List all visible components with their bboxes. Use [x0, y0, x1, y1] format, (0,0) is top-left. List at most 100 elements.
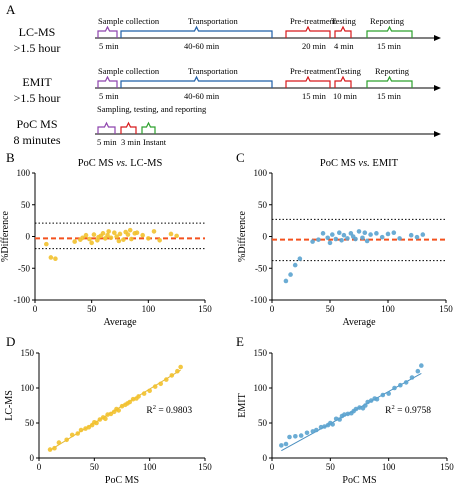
panel-d: D 0 50 100 150 0 50 100 150 PoC MS LC-MS R2 = 0.980…: [4, 334, 212, 486]
data-point: [158, 381, 164, 387]
data-point: [342, 412, 347, 417]
data-point: [127, 227, 133, 233]
step-label: Reporting: [370, 16, 405, 26]
r-squared-symbol: R: [385, 406, 392, 416]
step-bracket: [366, 25, 413, 38]
data-point: [397, 236, 402, 241]
step-label: Reporting: [375, 66, 410, 76]
data-point: [360, 235, 365, 241]
data-point: [385, 231, 391, 237]
data-point: [108, 411, 114, 417]
data-point: [341, 232, 347, 238]
data-point: [322, 424, 327, 429]
data-point: [47, 447, 53, 452]
data-point: [87, 236, 92, 242]
data-point: [64, 437, 69, 443]
data-point: [297, 256, 303, 262]
data-point: [298, 433, 304, 438]
data-point: [304, 430, 310, 436]
data-point: [353, 236, 358, 242]
data-point: [168, 231, 174, 237]
y-axis-label: %Difference: [237, 210, 248, 261]
r-squared-exponent: 2: [392, 404, 395, 411]
y-axis-label: EMIT: [237, 393, 248, 417]
data-point: [415, 368, 421, 374]
data-point: [419, 363, 424, 368]
timeline-arrowhead: [434, 85, 441, 91]
data-point: [292, 262, 298, 268]
data-point: [44, 241, 49, 247]
y-tick-label: -50: [18, 263, 30, 273]
step-duration: 10 min: [333, 91, 358, 101]
data-point: [337, 417, 342, 422]
data-point: [345, 236, 350, 241]
data-point: [86, 424, 92, 430]
panel-letter: B: [6, 150, 15, 165]
data-point: [136, 394, 141, 399]
x-axis-label: Average: [103, 317, 137, 328]
step-duration: 5 min: [99, 91, 119, 101]
data-point: [146, 236, 151, 241]
data-point: [112, 230, 117, 235]
x-tick-label: 0: [270, 462, 275, 472]
y-tick-label: 150: [254, 348, 268, 358]
data-point: [310, 429, 316, 434]
data-point: [288, 272, 293, 277]
x-tick-label: 150: [440, 462, 454, 472]
data-point: [330, 232, 335, 237]
data-point: [408, 232, 414, 238]
y-tick-label: 50: [258, 418, 268, 428]
y-tick-label: 0: [26, 232, 31, 242]
data-point: [127, 399, 133, 405]
data-point: [78, 427, 84, 433]
step-duration: 40-60 min: [184, 91, 220, 101]
data-point: [116, 408, 121, 413]
data-point: [314, 427, 319, 433]
step-bracket: [97, 75, 118, 88]
data-point: [287, 434, 292, 440]
data-point: [178, 364, 183, 370]
y-tick-label: 100: [254, 383, 268, 393]
data-point: [100, 231, 106, 236]
workflow-row: LC-MS >1.5 hour Sample collection 5 min Tran…: [14, 16, 441, 55]
step-label: Pre-treatment: [290, 16, 337, 26]
r-squared-annotation: R2 = 0.9758: [385, 404, 431, 416]
data-point: [125, 232, 131, 237]
data-point: [374, 396, 380, 402]
chart-title-part: PoC MS: [78, 158, 117, 169]
chart-title-part: EMIT: [370, 158, 399, 169]
data-point: [327, 240, 333, 246]
y-axis-label: LC-MS: [4, 390, 15, 421]
step-label: Testing: [336, 66, 362, 76]
data-point: [134, 230, 140, 235]
panel-a-letter: A: [6, 2, 16, 17]
data-point: [386, 391, 391, 396]
step-bracket: [334, 25, 352, 38]
data-point: [152, 384, 158, 389]
y-tick-label: 50: [25, 418, 35, 428]
total-time: >1.5 hour: [14, 91, 61, 105]
data-point: [330, 422, 335, 427]
data-point: [116, 238, 122, 244]
step-duration: 5 min: [99, 41, 119, 51]
x-tick-label: 50: [87, 304, 97, 314]
panel-b: B PoC MS vs. LC-MS 0 50 100 150 -100 -50 0 50 100 A…: [0, 150, 212, 328]
data-point: [147, 388, 152, 394]
step-bracket: [120, 75, 273, 88]
data-point: [320, 231, 326, 236]
data-point: [69, 432, 75, 438]
x-axis-label: Average: [342, 317, 376, 328]
data-point: [357, 405, 362, 410]
data-point: [310, 239, 315, 244]
data-point: [121, 237, 126, 242]
data-point: [103, 416, 108, 422]
data-point: [283, 278, 289, 284]
data-point: [129, 236, 134, 242]
data-point: [80, 235, 85, 241]
y-tick-label: -100: [251, 295, 268, 305]
x-tick-label: 100: [382, 462, 396, 472]
data-point: [102, 236, 108, 241]
step-bracket: [97, 25, 118, 38]
data-point: [363, 403, 368, 408]
data-point: [353, 406, 359, 412]
